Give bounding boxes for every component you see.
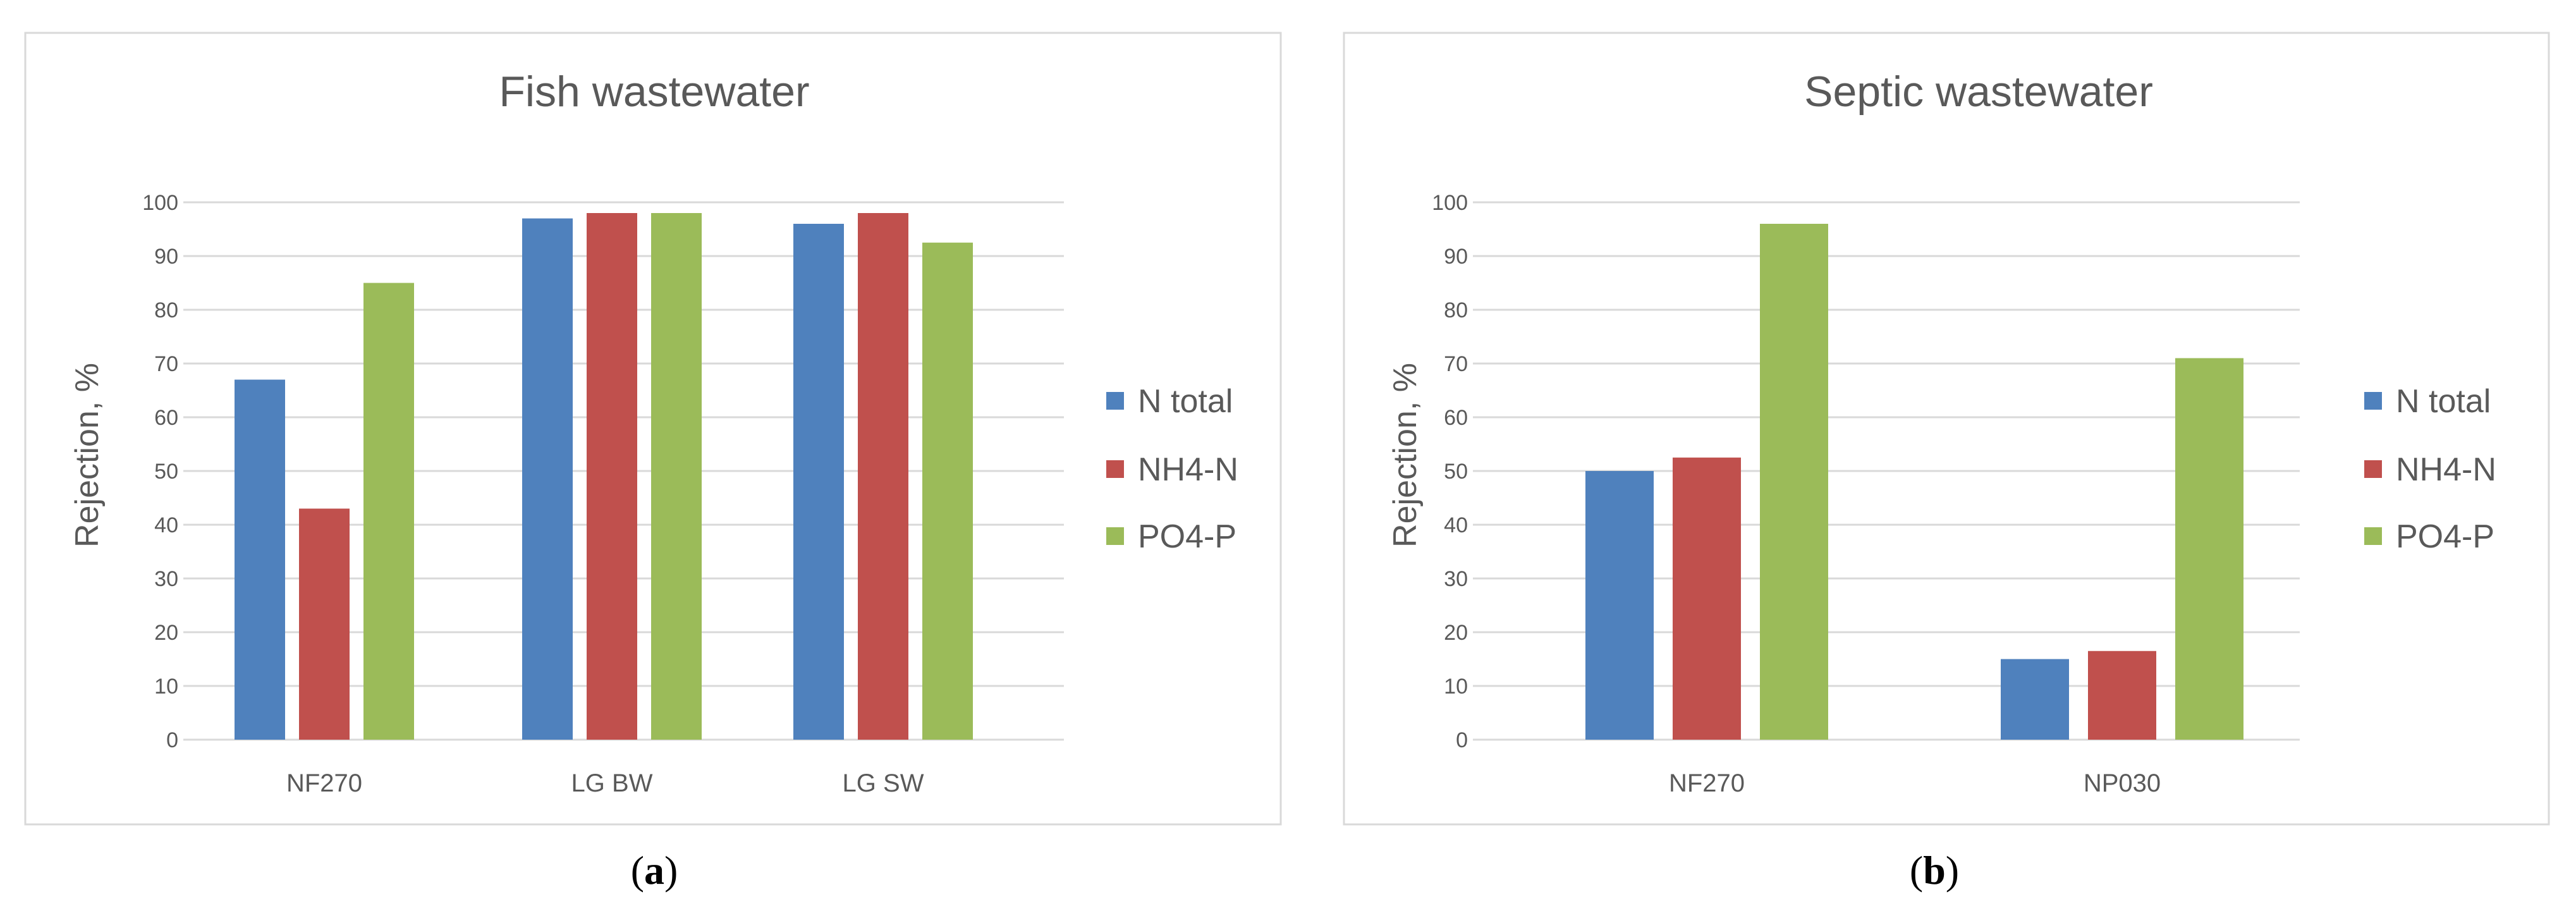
legend: N total NH4-N PO4-P — [2364, 383, 2496, 555]
bars — [235, 213, 973, 740]
legend-swatch — [2364, 527, 2382, 545]
y-tick-label: 10 — [154, 675, 178, 699]
bar-po4-p-np030 — [2175, 358, 2243, 740]
chart-septic-wastewater: Septic wastewater Rejection, % 0 10 20 30 40… — [1343, 32, 2550, 893]
y-tick-label: 30 — [1444, 567, 1468, 591]
bar-nh4-n-lg-sw — [858, 213, 908, 740]
bar-n-total-lg-sw — [793, 224, 844, 740]
panel-label-close: ) — [664, 848, 678, 893]
bar-po4-p-lg-sw — [922, 242, 973, 740]
y-tick-label: 20 — [1444, 621, 1468, 645]
y-tick-label: 70 — [1444, 352, 1468, 376]
y-tick-label: 50 — [154, 460, 178, 484]
panel-label-letter: b — [1923, 848, 1946, 893]
chart-fish-wastewater: Fish wastewater Rejection, % 0 10 20 30 40 50… — [24, 32, 1282, 893]
bar-nh4-n-nf270 — [299, 508, 350, 740]
bar-n-total-nf270 — [1585, 471, 1654, 740]
panel-label: (a) — [631, 848, 678, 893]
y-tick-label: 0 — [166, 728, 178, 752]
bar-nh4-n-nf270 — [1673, 457, 1741, 740]
chart-title: Septic wastewater — [1804, 68, 2153, 116]
y-tick-labels: 0 10 20 30 40 50 60 70 80 90 100 — [1432, 191, 1468, 752]
legend: N total NH4-N PO4-P — [1106, 383, 1238, 555]
legend-swatch — [1106, 392, 1124, 410]
bars — [1585, 224, 2243, 740]
panel-label-letter: a — [644, 848, 664, 893]
legend-label: N total — [2396, 383, 2491, 420]
y-tick-label: 100 — [142, 191, 178, 215]
bar-n-total-np030 — [2001, 659, 2069, 740]
bar-po4-p-nf270 — [1760, 224, 1828, 740]
legend-swatch — [1106, 460, 1124, 478]
y-tick-label: 70 — [154, 352, 178, 376]
bar-nh4-n-np030 — [2088, 651, 2156, 740]
y-tick-label: 90 — [154, 245, 178, 269]
panel-label: (b) — [1910, 848, 1959, 893]
y-tick-label: 60 — [1444, 406, 1468, 430]
y-axis-label: Rejection, % — [1387, 363, 1424, 547]
category-labels: NF270 NP030 — [1669, 769, 2161, 797]
legend-swatch — [2364, 460, 2382, 478]
y-tick-label: 40 — [1444, 513, 1468, 537]
chart-title: Fish wastewater — [499, 68, 809, 116]
legend-swatch — [1106, 527, 1124, 545]
panel-label-open: ( — [631, 848, 644, 893]
panel-label-close: ) — [1946, 848, 1959, 893]
panel-label-open: ( — [1910, 848, 1923, 893]
bar-nh4-n-lg-bw — [587, 213, 637, 740]
chart-frame — [1343, 32, 2550, 826]
legend-label: NH4-N — [2396, 451, 2496, 488]
x-category-label: LG SW — [843, 769, 924, 797]
x-category-label: NF270 — [1669, 769, 1745, 797]
y-tick-label: 100 — [1432, 191, 1468, 215]
category-labels: NF270 LG BW LG SW — [286, 769, 924, 797]
y-tick-label: 10 — [1444, 675, 1468, 699]
legend-label: N total — [1138, 383, 1233, 420]
y-tick-label: 60 — [154, 406, 178, 430]
y-tick-label: 30 — [154, 567, 178, 591]
y-tick-label: 0 — [1456, 728, 1468, 752]
legend-label: NH4-N — [1138, 451, 1238, 488]
y-tick-label: 50 — [1444, 460, 1468, 484]
y-tick-label: 80 — [154, 298, 178, 322]
y-tick-labels: 0 10 20 30 40 50 60 70 80 90 100 — [142, 191, 178, 752]
bar-po4-p-nf270 — [363, 283, 414, 740]
x-category-label: NP030 — [2084, 769, 2161, 797]
legend-swatch — [2364, 392, 2382, 410]
y-tick-label: 40 — [154, 513, 178, 537]
y-tick-label: 90 — [1444, 245, 1468, 269]
legend-label: PO4-P — [1138, 518, 1236, 555]
bar-n-total-lg-bw — [522, 218, 573, 740]
legend-label: PO4-P — [2396, 518, 2494, 555]
x-category-label: LG BW — [571, 769, 653, 797]
x-category-label: NF270 — [286, 769, 362, 797]
bar-n-total-nf270 — [235, 379, 285, 740]
y-axis-label: Rejection, % — [69, 363, 106, 547]
y-tick-label: 80 — [1444, 298, 1468, 322]
y-tick-label: 20 — [154, 621, 178, 645]
bar-po4-p-lg-bw — [651, 213, 702, 740]
